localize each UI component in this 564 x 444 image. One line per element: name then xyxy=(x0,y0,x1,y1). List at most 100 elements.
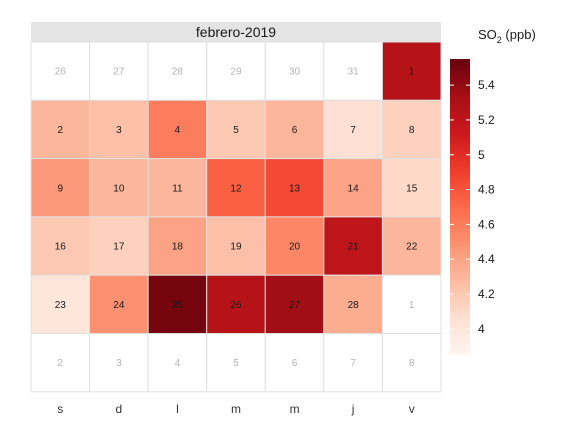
day-number-label: 9 xyxy=(58,183,64,194)
day-cell xyxy=(206,99,266,160)
day-number-label: 6 xyxy=(292,358,298,369)
day-number-label: 7 xyxy=(350,125,356,136)
day-number-label: 26 xyxy=(55,67,67,78)
legend-ticks: 4 4.2 4.4 4.6 4.8 5 5.2 5.4 xyxy=(450,78,495,336)
day-number-label: 8 xyxy=(409,125,415,136)
day-number-label: 2 xyxy=(58,125,64,136)
day-cell xyxy=(30,274,91,335)
day-cell xyxy=(30,333,91,393)
weekday-label: l xyxy=(176,402,179,416)
day-cell xyxy=(323,216,383,276)
day-cell xyxy=(206,216,266,276)
legend-tick-label: 4.6 xyxy=(478,217,495,231)
day-number-label: 17 xyxy=(113,242,125,253)
day-number-label: 5 xyxy=(233,358,239,369)
day-number-label: 11 xyxy=(172,183,183,194)
day-number-label: 19 xyxy=(230,242,242,253)
weekday-label: s xyxy=(57,402,63,416)
day-number-label: 31 xyxy=(348,67,360,78)
legend-title-subscript: 2 xyxy=(497,35,502,45)
weekday-label: v xyxy=(409,402,415,416)
day-cell xyxy=(264,158,325,218)
day-number-label: 18 xyxy=(172,242,184,253)
day-cell xyxy=(30,216,91,276)
day-cell xyxy=(381,274,442,335)
day-cell xyxy=(147,216,208,276)
day-number-label: 1 xyxy=(409,67,415,78)
day-number-label: 26 xyxy=(230,300,242,311)
day-number-label: 23 xyxy=(55,300,67,311)
month-strip xyxy=(31,22,441,42)
day-number-label: 6 xyxy=(292,125,298,136)
day-number-label: 1 xyxy=(409,300,415,311)
day-number-label: 25 xyxy=(172,300,184,311)
legend-tick-label: 4.4 xyxy=(478,252,495,266)
day-number-label: 14 xyxy=(348,183,360,194)
day-number-label: 21 xyxy=(348,242,360,253)
day-cell xyxy=(381,333,442,393)
legend-title-unit: (ppb) xyxy=(502,27,536,42)
day-number-label: 5 xyxy=(233,125,239,136)
day-number-label: 10 xyxy=(113,183,125,194)
day-cell xyxy=(323,274,383,335)
day-cell xyxy=(381,216,442,276)
day-number-label: 4 xyxy=(175,125,181,136)
weekday-label: d xyxy=(116,402,123,416)
day-number-label: 28 xyxy=(348,300,360,311)
day-cell xyxy=(323,99,383,160)
legend-tick-label: 4.2 xyxy=(478,287,495,301)
day-cell xyxy=(381,99,442,160)
day-cell xyxy=(323,333,383,393)
day-number-label: 2 xyxy=(58,358,64,369)
day-number-label: 27 xyxy=(289,300,301,311)
day-number-label: 28 xyxy=(172,67,184,78)
legend-tick-label: 4 xyxy=(478,322,485,336)
day-number-label: 3 xyxy=(116,125,122,136)
weekday-label: m xyxy=(290,402,300,416)
day-cell xyxy=(89,99,149,160)
day-number-label: 13 xyxy=(289,183,301,194)
day-cell xyxy=(381,41,442,101)
day-cell xyxy=(381,158,442,218)
day-cell xyxy=(206,274,266,335)
day-cell xyxy=(264,99,325,160)
day-number-label: 3 xyxy=(116,358,122,369)
day-number-label: 4 xyxy=(175,358,181,369)
day-cell xyxy=(264,274,325,335)
day-number-label: 22 xyxy=(406,242,418,253)
day-number-label: 16 xyxy=(55,242,67,253)
legend-tick-label: 4.8 xyxy=(478,183,495,197)
legend-tick-label: 5.2 xyxy=(478,113,495,127)
day-number-label: 8 xyxy=(409,358,415,369)
day-number-label: 30 xyxy=(289,67,301,78)
day-cell xyxy=(30,99,91,160)
day-cell xyxy=(89,333,149,393)
day-cell xyxy=(323,41,383,101)
day-cell xyxy=(264,41,325,101)
legend-tick-label: 5 xyxy=(478,148,485,162)
legend-title: SO2 (ppb) xyxy=(478,27,536,45)
weekday-label: j xyxy=(351,402,355,416)
day-number-label: 20 xyxy=(289,242,301,253)
legend-title-main: SO xyxy=(478,27,497,42)
day-number-label: 7 xyxy=(350,358,356,369)
legend-tick-label: 5.4 xyxy=(478,78,495,92)
day-cell xyxy=(147,274,208,335)
day-number-label: 27 xyxy=(113,67,125,78)
month-title: febrero-2019 xyxy=(196,24,276,40)
day-cell xyxy=(147,333,208,393)
day-number-label: 15 xyxy=(406,183,418,194)
day-number-label: 24 xyxy=(113,300,125,311)
legend: SO2 (ppb) 4 4.2 4.4 4.6 4.8 5 5.2 5.4 xyxy=(450,27,536,355)
day-number-label: 29 xyxy=(230,67,242,78)
day-number-label: 12 xyxy=(230,183,242,194)
weekday-label: m xyxy=(231,402,241,416)
legend-colorbar xyxy=(450,59,470,355)
day-cell xyxy=(206,333,266,393)
day-cell xyxy=(30,158,91,218)
day-cell xyxy=(206,158,266,218)
